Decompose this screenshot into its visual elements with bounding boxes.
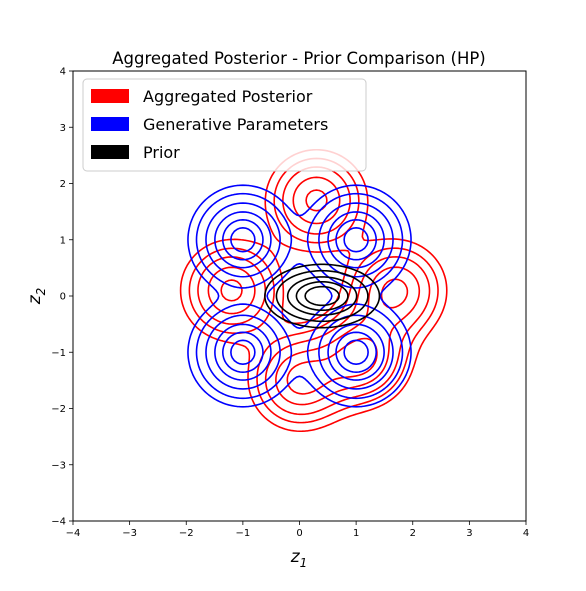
x-tick-label: −2 bbox=[179, 528, 194, 539]
y-axis-label-main: z bbox=[25, 294, 45, 305]
x-axis-label: z1 bbox=[290, 547, 308, 570]
x-axis-label-sub: 1 bbox=[300, 556, 308, 570]
x-tick-label: 1 bbox=[353, 528, 359, 539]
x-tick-label: 2 bbox=[410, 528, 416, 539]
contour-line-prior bbox=[275, 269, 369, 323]
legend-frame bbox=[82, 78, 367, 172]
y-tick-label: −2 bbox=[51, 404, 66, 415]
legend-label-generative-parameters: Generative Parameters bbox=[143, 115, 328, 134]
contour-line-generative-parameters bbox=[230, 227, 369, 365]
series-generative-parameters bbox=[187, 184, 412, 408]
y-tick-label: −1 bbox=[51, 348, 66, 359]
legend-swatch-aggregated-posterior bbox=[91, 89, 129, 103]
y-axis-label-sub: 2 bbox=[34, 288, 48, 296]
series-prior bbox=[264, 263, 381, 329]
x-axis-label-main: z bbox=[290, 547, 301, 567]
x-tick-label: 3 bbox=[466, 528, 472, 539]
x-tick-label: 4 bbox=[523, 528, 529, 539]
contour-line-prior bbox=[304, 285, 340, 307]
x-tick-label: 0 bbox=[296, 528, 302, 539]
legend-swatch-generative-parameters bbox=[91, 117, 129, 131]
legend-swatch-prior bbox=[91, 145, 129, 159]
y-axis-label: z2 bbox=[25, 288, 48, 306]
contour-line-generative-parameters bbox=[221, 219, 378, 373]
contour-line-prior bbox=[295, 280, 349, 312]
y-tick-label: 3 bbox=[60, 123, 66, 134]
y-tick-label: −4 bbox=[51, 517, 66, 528]
x-tick-label: −4 bbox=[66, 528, 81, 539]
chart-title: Aggregated Posterior - Prior Comparison … bbox=[112, 49, 486, 68]
y-tick-label: −3 bbox=[51, 460, 66, 471]
contour-line-aggregated-posterior bbox=[179, 148, 448, 433]
y-tick-label: 0 bbox=[60, 292, 66, 303]
legend: Aggregated Posterior Generative Paramete… bbox=[82, 78, 367, 172]
contour-line-prior bbox=[264, 263, 381, 329]
axis-ticks: −4 −3 −2 −1 0 1 2 3 4 −4 −3 −2 −1 0 1 2 3 4 bbox=[51, 67, 529, 540]
contour-line-generative-parameters bbox=[214, 211, 385, 381]
contour-line-generative-parameters bbox=[205, 202, 394, 390]
y-tick-label: 4 bbox=[60, 67, 66, 78]
legend-label-prior: Prior bbox=[143, 143, 180, 162]
x-tick-label: −3 bbox=[122, 528, 137, 539]
y-tick-label: 1 bbox=[60, 235, 66, 246]
contour-line-prior bbox=[286, 276, 358, 316]
x-tick-label: −1 bbox=[236, 528, 251, 539]
plot-area bbox=[179, 148, 448, 433]
legend-label-aggregated-posterior: Aggregated Posterior bbox=[143, 87, 313, 106]
contour-line-generative-parameters bbox=[187, 184, 412, 408]
y-tick-label: 2 bbox=[60, 179, 66, 190]
